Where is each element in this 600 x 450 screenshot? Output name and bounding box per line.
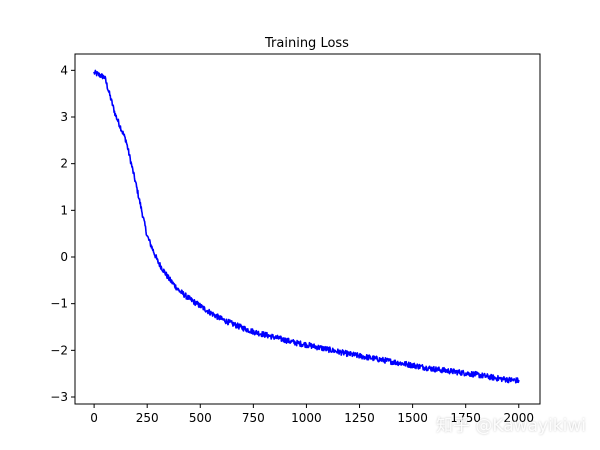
loss-data-point [517,379,520,382]
loss-data-point [475,373,478,376]
loss-data-point [210,312,212,314]
y-axis-ticks: −3 −2 −1 0 1 2 3 4 [50,63,75,404]
loss-data-point [263,333,265,336]
loss-data-point [167,277,170,279]
loss-data-point [241,327,244,329]
loss-data-point [199,305,202,307]
loss-data-point [252,330,255,333]
x-tick-label: 2000 [503,411,534,425]
loss-data-point [135,186,138,188]
x-tick-label: 1750 [450,411,481,425]
loss-data-point [220,318,223,320]
loss-data-point [464,372,467,375]
loss-data-point [379,358,382,361]
x-tick-label: 1500 [397,411,428,425]
y-tick-label: −3 [50,390,68,404]
chart-title: Training Loss [264,36,349,51]
loss-data-point [401,362,403,365]
loss-data-point [188,298,191,300]
loss-data-point [507,378,509,381]
loss-data-point [125,139,127,142]
loss-data-point [358,355,361,357]
plot-area [93,69,520,384]
loss-data-point [433,368,435,370]
loss-data-point [231,322,233,325]
y-tick-label: 1 [60,203,68,217]
loss-data-point [295,342,297,344]
loss-data-point [305,343,308,346]
loss-data-point [157,260,159,263]
watermark: 知乎 @Kawayikiwi [436,416,586,436]
plot-frame [74,53,541,405]
loss-data-point [486,375,488,378]
loss-data-point [443,369,446,372]
y-tick-label: −1 [50,297,68,311]
loss-data-point [496,377,499,380]
loss-data-point [454,371,456,373]
loss-data-point [348,353,350,355]
x-tick-label: 250 [136,411,159,425]
loss-data-point [390,360,393,363]
loss-series-line [93,69,520,384]
loss-data-point [178,289,180,292]
y-tick-label: 4 [60,63,68,77]
x-axis-ticks: 0 250 500 750 1000 1250 1500 1750 2000 [90,404,534,425]
loss-data-point [103,76,106,79]
loss-data-point [284,339,287,341]
loss-data-point [93,71,95,74]
x-tick-label: 750 [242,411,265,425]
y-tick-label: 3 [60,110,68,124]
x-tick-label: 1250 [344,411,375,425]
loss-data-point [273,336,276,339]
x-tick-label: 0 [90,411,98,425]
loss-data-point [114,113,117,116]
loss-data-point [337,350,340,353]
loss-data-point [422,366,425,368]
loss-data-point [146,235,148,237]
loss-data-point [326,348,329,351]
loss-data-point [316,346,318,348]
y-tick-label: −2 [50,343,68,357]
loss-data-point [369,357,371,359]
y-tick-label: 0 [60,250,68,264]
loss-data-point [411,364,414,367]
x-tick-label: 500 [189,411,212,425]
x-tick-label: 1000 [291,411,322,425]
y-tick-label: 2 [60,157,68,171]
